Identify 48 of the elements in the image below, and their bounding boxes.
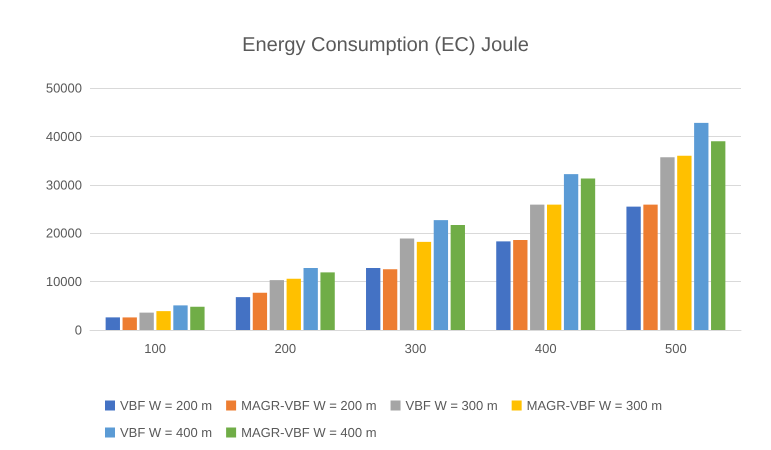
x-tick-label: 300 (404, 341, 426, 356)
x-tick-label: 100 (144, 341, 166, 356)
legend-label: MAGR-VBF W = 400 m (241, 425, 377, 440)
legend-label: MAGR-VBF W = 300 m (526, 398, 662, 413)
bar (450, 224, 465, 330)
y-tick-label: 50000 (46, 80, 82, 96)
y-tick-label: 20000 (46, 226, 82, 241)
y-tick-label: 10000 (46, 274, 82, 290)
legend-label: MAGR-VBF W = 200 m (241, 398, 377, 413)
y-tick-label: 0 (74, 322, 82, 338)
y-tick-label: 30000 (46, 177, 82, 192)
y-tick-label: 40000 (46, 128, 82, 144)
bar (711, 141, 726, 330)
x-tick-label: 400 (534, 341, 557, 356)
bar (122, 317, 137, 330)
bar (270, 280, 284, 330)
legend-label: VBF W = 200 m (120, 398, 212, 413)
chart-title: Energy Consumption (EC) Joule (242, 34, 529, 56)
bar (252, 292, 268, 330)
bar (286, 278, 301, 330)
bar (304, 268, 318, 330)
bar (564, 174, 578, 330)
bar (626, 206, 641, 330)
bar (694, 122, 708, 330)
bar (139, 312, 154, 330)
bar (400, 238, 414, 330)
bar (106, 317, 120, 330)
bar (366, 268, 380, 330)
bar (382, 269, 398, 330)
bar (416, 242, 432, 330)
legend-label: VBF W = 300 m (406, 398, 498, 413)
bar (320, 272, 335, 330)
bar (236, 297, 250, 330)
bar (156, 311, 171, 330)
bar (677, 156, 692, 330)
bar (580, 178, 596, 330)
bar (173, 305, 188, 330)
bar (530, 204, 544, 330)
bar (190, 306, 205, 330)
bar (496, 241, 511, 330)
bar (434, 220, 448, 330)
x-tick-label: 500 (665, 341, 687, 356)
bar (643, 204, 658, 330)
bar (660, 157, 675, 330)
legend-label: VBF W = 400 m (120, 425, 212, 440)
bar (546, 204, 562, 330)
x-tick-label: 200 (274, 341, 296, 356)
bar (513, 240, 528, 330)
